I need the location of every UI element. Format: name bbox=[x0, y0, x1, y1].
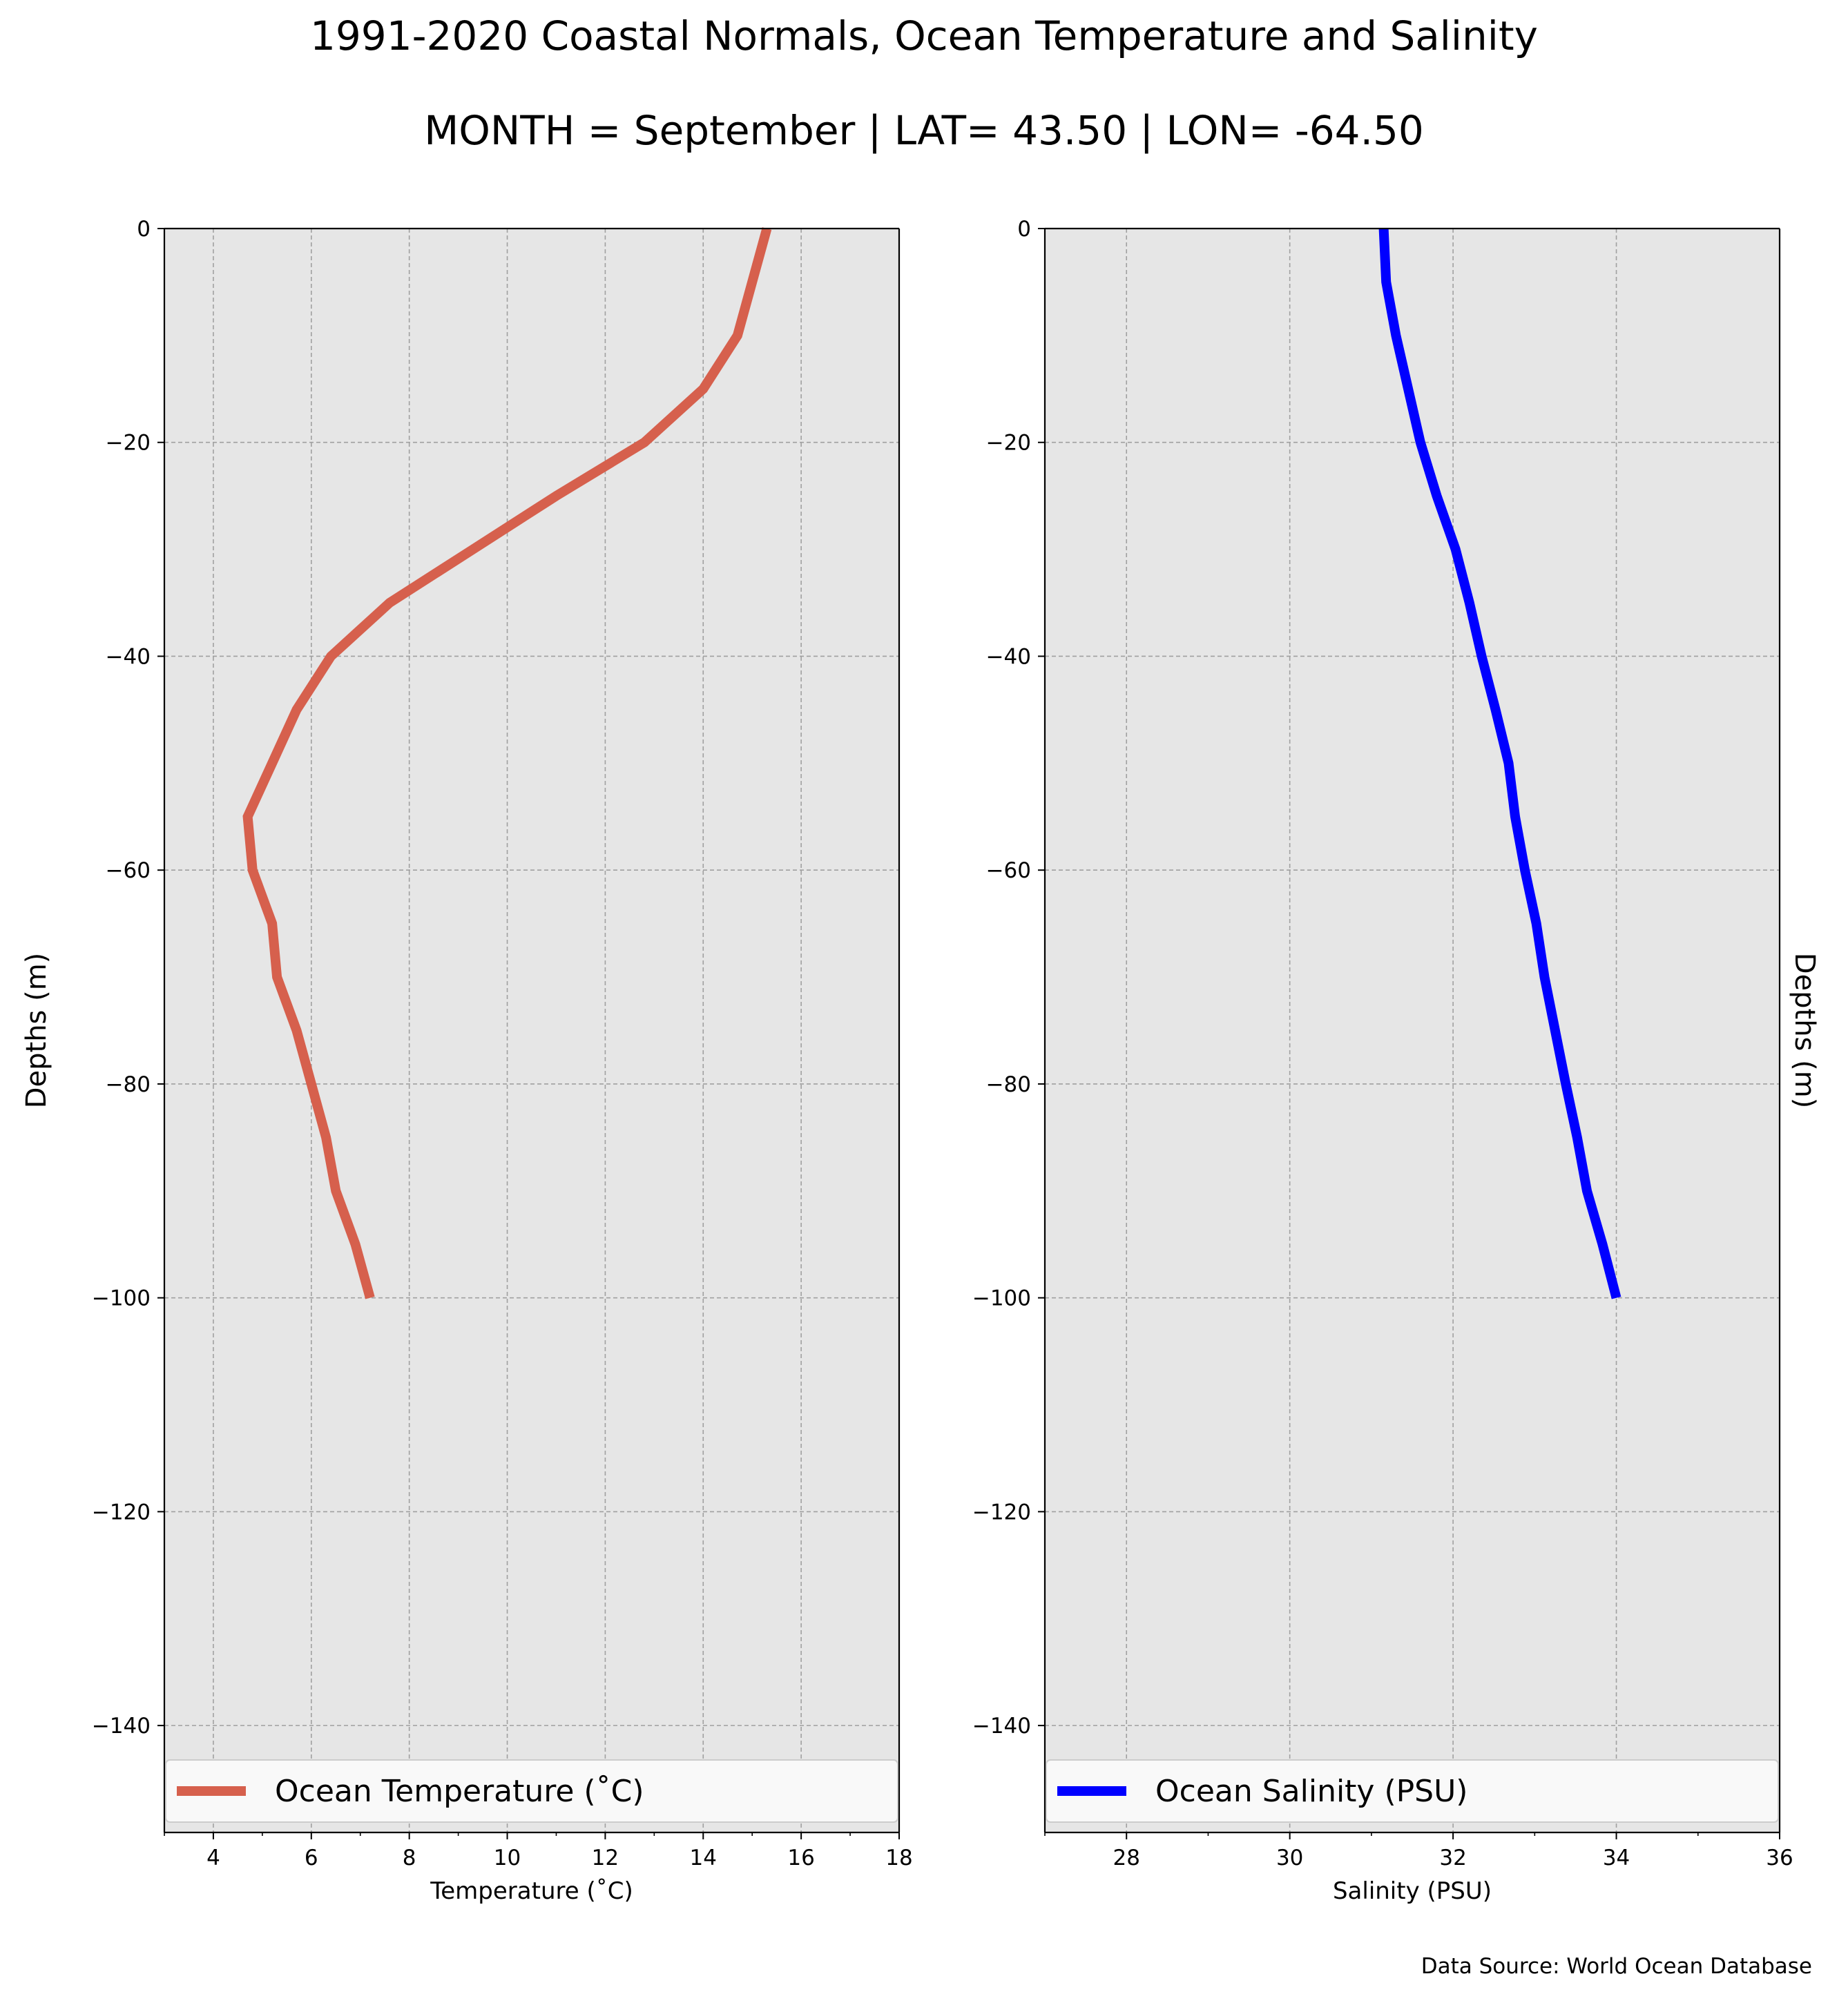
salinity-ytick-label: −20 bbox=[986, 431, 1031, 456]
temperature-ytick-label: −120 bbox=[92, 1500, 151, 1525]
data-source-note: Data Source: World Ocean Database bbox=[1421, 1954, 1812, 1979]
salinity-xtick-label: 34 bbox=[1603, 1846, 1630, 1870]
salinity-ytick-label: −120 bbox=[972, 1500, 1031, 1525]
temperature-ytick-label: −100 bbox=[92, 1286, 151, 1311]
temperature-ytick-label: −80 bbox=[106, 1072, 151, 1097]
salinity-ytick-label: 0 bbox=[1017, 217, 1031, 242]
salinity-ytick-label: −60 bbox=[986, 858, 1031, 883]
temperature-ytick-label: 0 bbox=[137, 217, 151, 242]
temperature-ytick-label: −60 bbox=[106, 858, 151, 883]
salinity-xtick-label: 30 bbox=[1276, 1846, 1303, 1870]
salinity-xtick-label: 36 bbox=[1766, 1846, 1793, 1870]
salinity-ytick-label: −80 bbox=[986, 1072, 1031, 1097]
salinity-legend-box bbox=[1046, 1759, 1779, 1823]
temperature-xtick-label: 4 bbox=[206, 1846, 220, 1870]
temperature-legend-box bbox=[165, 1759, 898, 1823]
temperature-chart: 0 −20 −40 −60 −80 −100 −120 −140 4 6 8 10 12 14 16 18 Te… bbox=[21, 217, 913, 1905]
temperature-xtick-label: 18 bbox=[885, 1846, 912, 1870]
salinity-xtick-label: 28 bbox=[1113, 1846, 1139, 1870]
salinity-ytick-label: −40 bbox=[986, 644, 1031, 669]
salinity-chart: 0 −20 −40 −60 −80 −100 −120 −140 28 30 32 34 36 Salin… bbox=[972, 217, 1820, 1905]
temperature-plot-area bbox=[164, 229, 899, 1832]
temperature-ytick-label: −20 bbox=[106, 431, 151, 456]
salinity-ytick-label: −140 bbox=[972, 1714, 1031, 1739]
salinity-y-axis-label: Depths (m) bbox=[1789, 953, 1820, 1109]
salinity-xtick-label: 32 bbox=[1439, 1846, 1466, 1870]
figure-title: 1991-2020 Coastal Normals, Ocean Tempera… bbox=[310, 12, 1538, 59]
salinity-plot-area bbox=[1045, 229, 1780, 1832]
temperature-xtick-label: 10 bbox=[494, 1846, 521, 1870]
temperature-xtick-label: 14 bbox=[690, 1846, 717, 1870]
temperature-ytick-label: −40 bbox=[106, 644, 151, 669]
temperature-x-axis-label: Temperature (˚C) bbox=[430, 1877, 633, 1905]
temperature-y-axis-label: Depths (m) bbox=[21, 953, 52, 1109]
salinity-ytick-label: −100 bbox=[972, 1286, 1031, 1311]
temperature-xtick-label: 16 bbox=[787, 1846, 814, 1870]
temperature-xtick-label: 12 bbox=[592, 1846, 619, 1870]
temperature-xtick-label: 6 bbox=[305, 1846, 318, 1870]
salinity-x-axis-label: Salinity (PSU) bbox=[1333, 1877, 1492, 1905]
temperature-legend-label: Ocean Temperature (˚C) bbox=[275, 1774, 644, 1809]
temperature-ytick-label: −140 bbox=[92, 1714, 151, 1739]
figure-subtitle: MONTH = September | LAT= 43.50 | LON= -6… bbox=[424, 107, 1424, 154]
salinity-legend-label: Ocean Salinity (PSU) bbox=[1155, 1774, 1467, 1809]
temperature-xtick-label: 8 bbox=[403, 1846, 416, 1870]
